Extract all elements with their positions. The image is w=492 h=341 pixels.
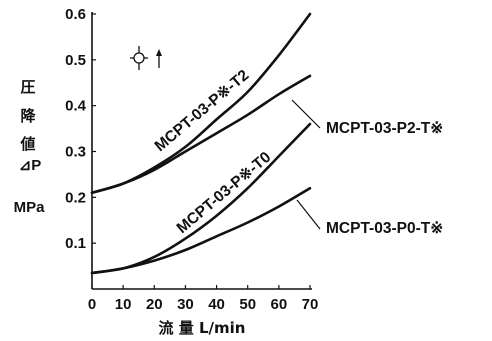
y-tick-label: 0.3: [65, 144, 86, 161]
y-axis-title-symbol: ⊿P: [19, 157, 42, 174]
series-label-p0: MCPT-03-P0-T※: [326, 220, 443, 237]
x-tick-label: 60: [271, 296, 288, 313]
series-line-t0: [90, 122, 312, 275]
y-tick-label: 0.2: [65, 189, 86, 206]
y-tick-label: 0.6: [65, 6, 86, 23]
y-tick-label: 0.5: [65, 52, 86, 69]
x-tick-label: 40: [208, 296, 225, 313]
y-tick-label: 0.4: [65, 98, 87, 115]
check-valve-icon: [130, 46, 162, 70]
x-tick-label: 30: [177, 296, 194, 313]
x-axis-title: 流 量 L/min: [159, 319, 246, 337]
series-labels: MCPT-03-P※-T2 MCPT-03-P2-T※MCPT-03-P※-T0 M…: [152, 67, 444, 237]
series-line-p0: [90, 186, 312, 275]
series-label-p2: MCPT-03-P2-T※: [326, 120, 443, 137]
curves: [90, 12, 312, 275]
x-tick-label: 20: [146, 296, 163, 313]
x-tick-label: 10: [115, 296, 132, 313]
axes: [91, 12, 312, 290]
series-line-p2: [90, 74, 312, 195]
x-tick-label: 70: [302, 296, 319, 313]
x-tick-label: 50: [239, 296, 256, 313]
callout-leader-p0: [296, 199, 321, 230]
callout-leader-p2: [291, 99, 321, 129]
y-axis-title-char-1: 圧: [20, 78, 35, 96]
tick-labels: 0 10 20 30 40 50 60 70 0.1 0.2 0.3 0.4 0.5 0.6: [65, 6, 318, 313]
y-axis-title-char-2: 降: [20, 107, 36, 125]
series-label-t0: MCPT-03-P※-T0: [174, 149, 275, 237]
y-axis-unit: MPa: [14, 199, 46, 216]
y-tick-label: 0.1: [65, 235, 86, 252]
x-tick-label: 0: [88, 296, 96, 313]
y-axis-title-char-3: 値: [19, 135, 35, 153]
